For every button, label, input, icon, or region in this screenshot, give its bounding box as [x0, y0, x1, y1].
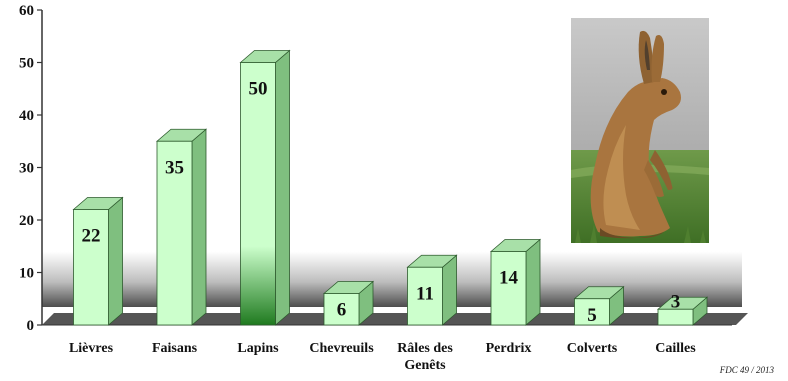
bar: 6	[322, 280, 375, 326]
category-labels: Lièvres Faisans Lapins Chevreuils Râles des G…	[69, 341, 696, 373]
bars: 22 35 50 6 11 14 5 3	[72, 49, 709, 326]
credit-text: FDC 49 / 2013	[719, 365, 774, 375]
bar: 14	[489, 238, 542, 326]
y-tick-label: 60	[19, 3, 34, 19]
category-label: Faisans	[152, 341, 198, 356]
y-tick-label: 0	[27, 318, 35, 334]
chart-backdrop	[42, 251, 748, 325]
category-label: Chevreuils	[309, 341, 374, 356]
hare-photo	[571, 18, 709, 243]
bar: 50	[239, 49, 291, 326]
bar-value-label: 50	[249, 79, 268, 100]
bar-value-label: 22	[82, 226, 101, 247]
bar-value-label: 35	[165, 157, 184, 178]
category-label: Perdrix	[486, 341, 532, 356]
bar: 3	[656, 291, 709, 326]
bar-value-label: 11	[416, 283, 434, 304]
y-tick-label: 20	[19, 213, 34, 229]
bar-value-label: 3	[671, 291, 681, 312]
y-tick-label: 50	[19, 56, 34, 72]
bar-value-label: 14	[499, 268, 519, 289]
bar: 5	[573, 285, 625, 326]
bar-value-label: 6	[337, 300, 347, 321]
bar: 11	[406, 254, 458, 326]
category-label: Colverts	[567, 341, 618, 356]
category-label: Lapins	[237, 341, 279, 356]
y-tick-label: 30	[19, 161, 34, 177]
category-label: Lièvres	[69, 341, 114, 356]
bar: 35	[155, 128, 208, 326]
y-tick-label: 40	[19, 108, 34, 124]
category-label: Râles des Genêts	[397, 341, 453, 373]
category-label: Cailles	[655, 341, 696, 356]
bar: 22	[72, 196, 124, 326]
bar-value-label: 5	[587, 305, 597, 326]
y-tick-label: 10	[19, 266, 34, 282]
